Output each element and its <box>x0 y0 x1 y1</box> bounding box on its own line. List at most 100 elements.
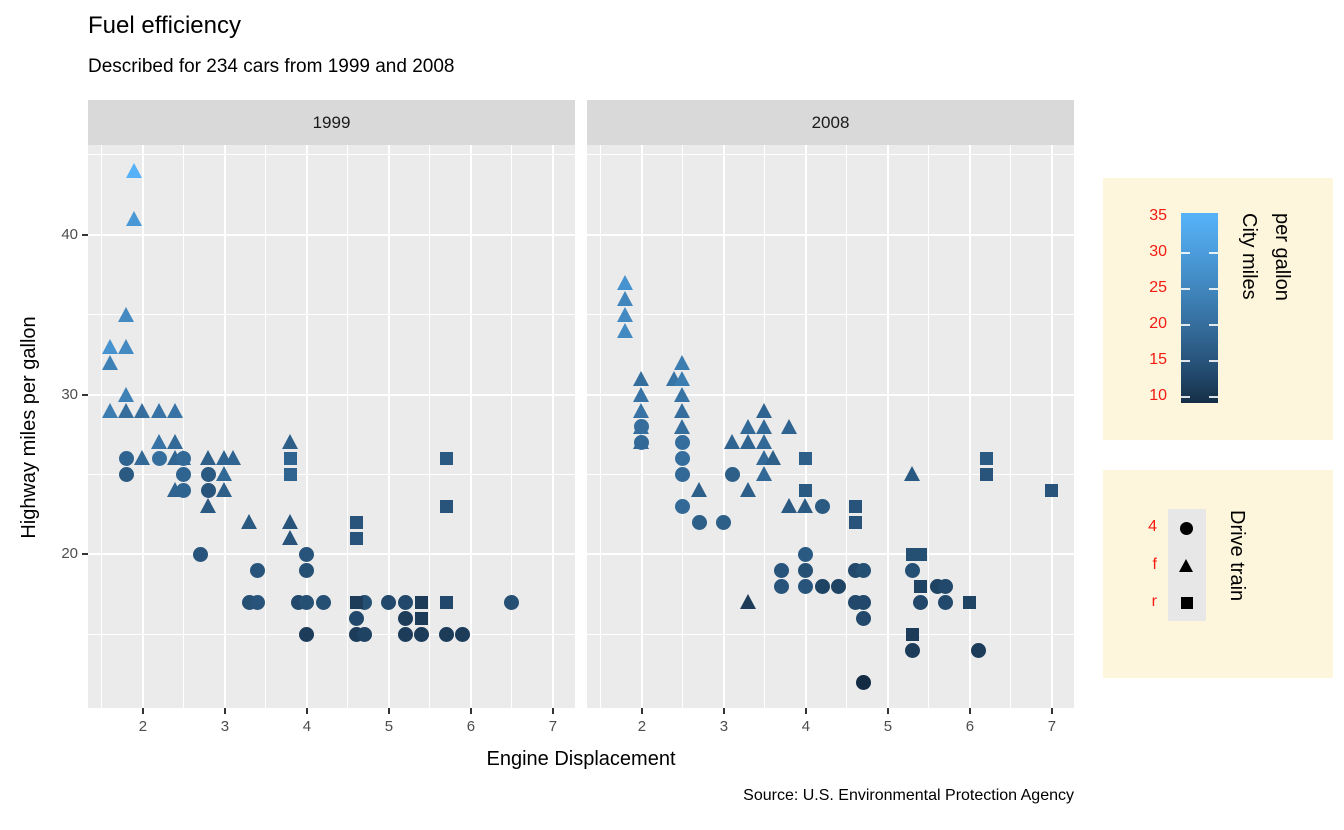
data-point <box>118 386 135 402</box>
y-axis-tick <box>82 553 88 556</box>
data-point <box>756 418 773 434</box>
data-point <box>740 418 756 434</box>
data-point <box>455 626 471 642</box>
colorbar-tick <box>1209 360 1218 362</box>
data-point <box>724 466 740 482</box>
caption: Source: U.S. Environmental Protection Ag… <box>743 787 1074 804</box>
gridline-y-minor <box>587 314 1074 316</box>
data-point <box>674 386 691 402</box>
data-point <box>134 402 151 418</box>
colorbar-tick <box>1181 396 1190 398</box>
gridline-y-major <box>88 393 575 396</box>
data-point <box>617 274 634 290</box>
data-point <box>970 642 986 658</box>
colorbar-tick <box>1209 396 1218 398</box>
data-point <box>914 547 928 561</box>
gridline-x-minor <box>429 145 431 708</box>
data-point <box>937 594 953 610</box>
data-point <box>848 499 862 513</box>
data-point <box>814 498 830 514</box>
data-point <box>504 594 520 610</box>
data-point <box>356 626 372 642</box>
data-point <box>299 546 315 562</box>
data-point <box>315 594 331 610</box>
data-point <box>773 562 789 578</box>
gridline-x-minor <box>511 145 513 708</box>
data-point <box>200 498 217 514</box>
data-point <box>617 306 634 322</box>
data-point <box>855 610 871 626</box>
x-axis-tick <box>968 708 971 714</box>
colorbar-tick-label: 35 <box>1149 207 1167 224</box>
y-axis-tick <box>82 393 88 396</box>
data-point <box>118 338 135 354</box>
data-point <box>397 626 413 642</box>
y-tick-label: 30 <box>61 385 78 403</box>
x-tick-label: 5 <box>384 718 394 735</box>
x-tick-label: 6 <box>466 718 476 735</box>
color-legend-title-line1: City miles <box>1238 213 1260 300</box>
data-point <box>903 466 920 482</box>
data-point <box>176 482 192 498</box>
x-tick-label: 2 <box>637 718 647 735</box>
data-point <box>799 483 813 497</box>
data-point <box>101 354 118 370</box>
data-point <box>282 514 298 530</box>
gridline-x-major <box>722 145 725 708</box>
data-point <box>167 402 184 418</box>
colorbar-tick <box>1181 360 1190 362</box>
gridline-x-major <box>387 145 390 708</box>
facet-strip-1999: 1999 <box>88 100 575 145</box>
data-point <box>126 162 143 178</box>
x-axis-tick <box>722 708 725 714</box>
color-legend-title-line2: per gallon <box>1271 213 1293 301</box>
gridline-x-minor <box>101 145 103 708</box>
data-point <box>979 467 993 481</box>
y-axis-tick <box>82 233 88 236</box>
colorbar-gradient <box>1181 213 1218 403</box>
y-tick-label: 40 <box>61 225 78 243</box>
data-point <box>381 594 397 610</box>
data-point <box>855 562 871 578</box>
data-point <box>913 594 929 610</box>
data-point <box>101 402 118 418</box>
data-point <box>764 450 781 466</box>
gridline-x-minor <box>600 145 602 708</box>
x-tick-label: 3 <box>719 718 729 735</box>
data-point <box>979 451 993 465</box>
x-axis-tick <box>886 708 889 714</box>
data-point <box>397 594 413 610</box>
gridline-y-minor <box>587 473 1074 475</box>
data-point <box>192 546 208 562</box>
x-tick-label: 7 <box>548 718 558 735</box>
data-point <box>674 402 691 418</box>
data-point <box>617 322 634 338</box>
data-point <box>674 418 691 434</box>
data-point <box>439 451 453 465</box>
gridline-x-major <box>305 145 308 708</box>
data-point <box>740 594 756 610</box>
data-point <box>216 482 233 498</box>
data-point <box>675 466 691 482</box>
data-point <box>674 370 691 386</box>
panel-2008 <box>587 145 1074 708</box>
data-point <box>119 466 135 482</box>
x-axis-tick <box>551 708 554 714</box>
x-tick-label: 6 <box>965 718 975 735</box>
data-point <box>798 562 814 578</box>
data-point <box>633 402 650 418</box>
data-point <box>439 595 453 609</box>
data-point <box>349 531 363 545</box>
triangle-key-icon <box>1179 558 1193 572</box>
colorbar-tick <box>1181 288 1190 290</box>
data-point <box>250 562 266 578</box>
data-point <box>781 418 797 434</box>
gridline-x-minor <box>1010 145 1012 708</box>
data-point <box>101 338 118 354</box>
colorbar-tick <box>1209 324 1218 326</box>
x-tick-label: 4 <box>302 718 312 735</box>
data-point <box>397 610 413 626</box>
data-point <box>740 434 756 450</box>
data-point <box>904 562 920 578</box>
